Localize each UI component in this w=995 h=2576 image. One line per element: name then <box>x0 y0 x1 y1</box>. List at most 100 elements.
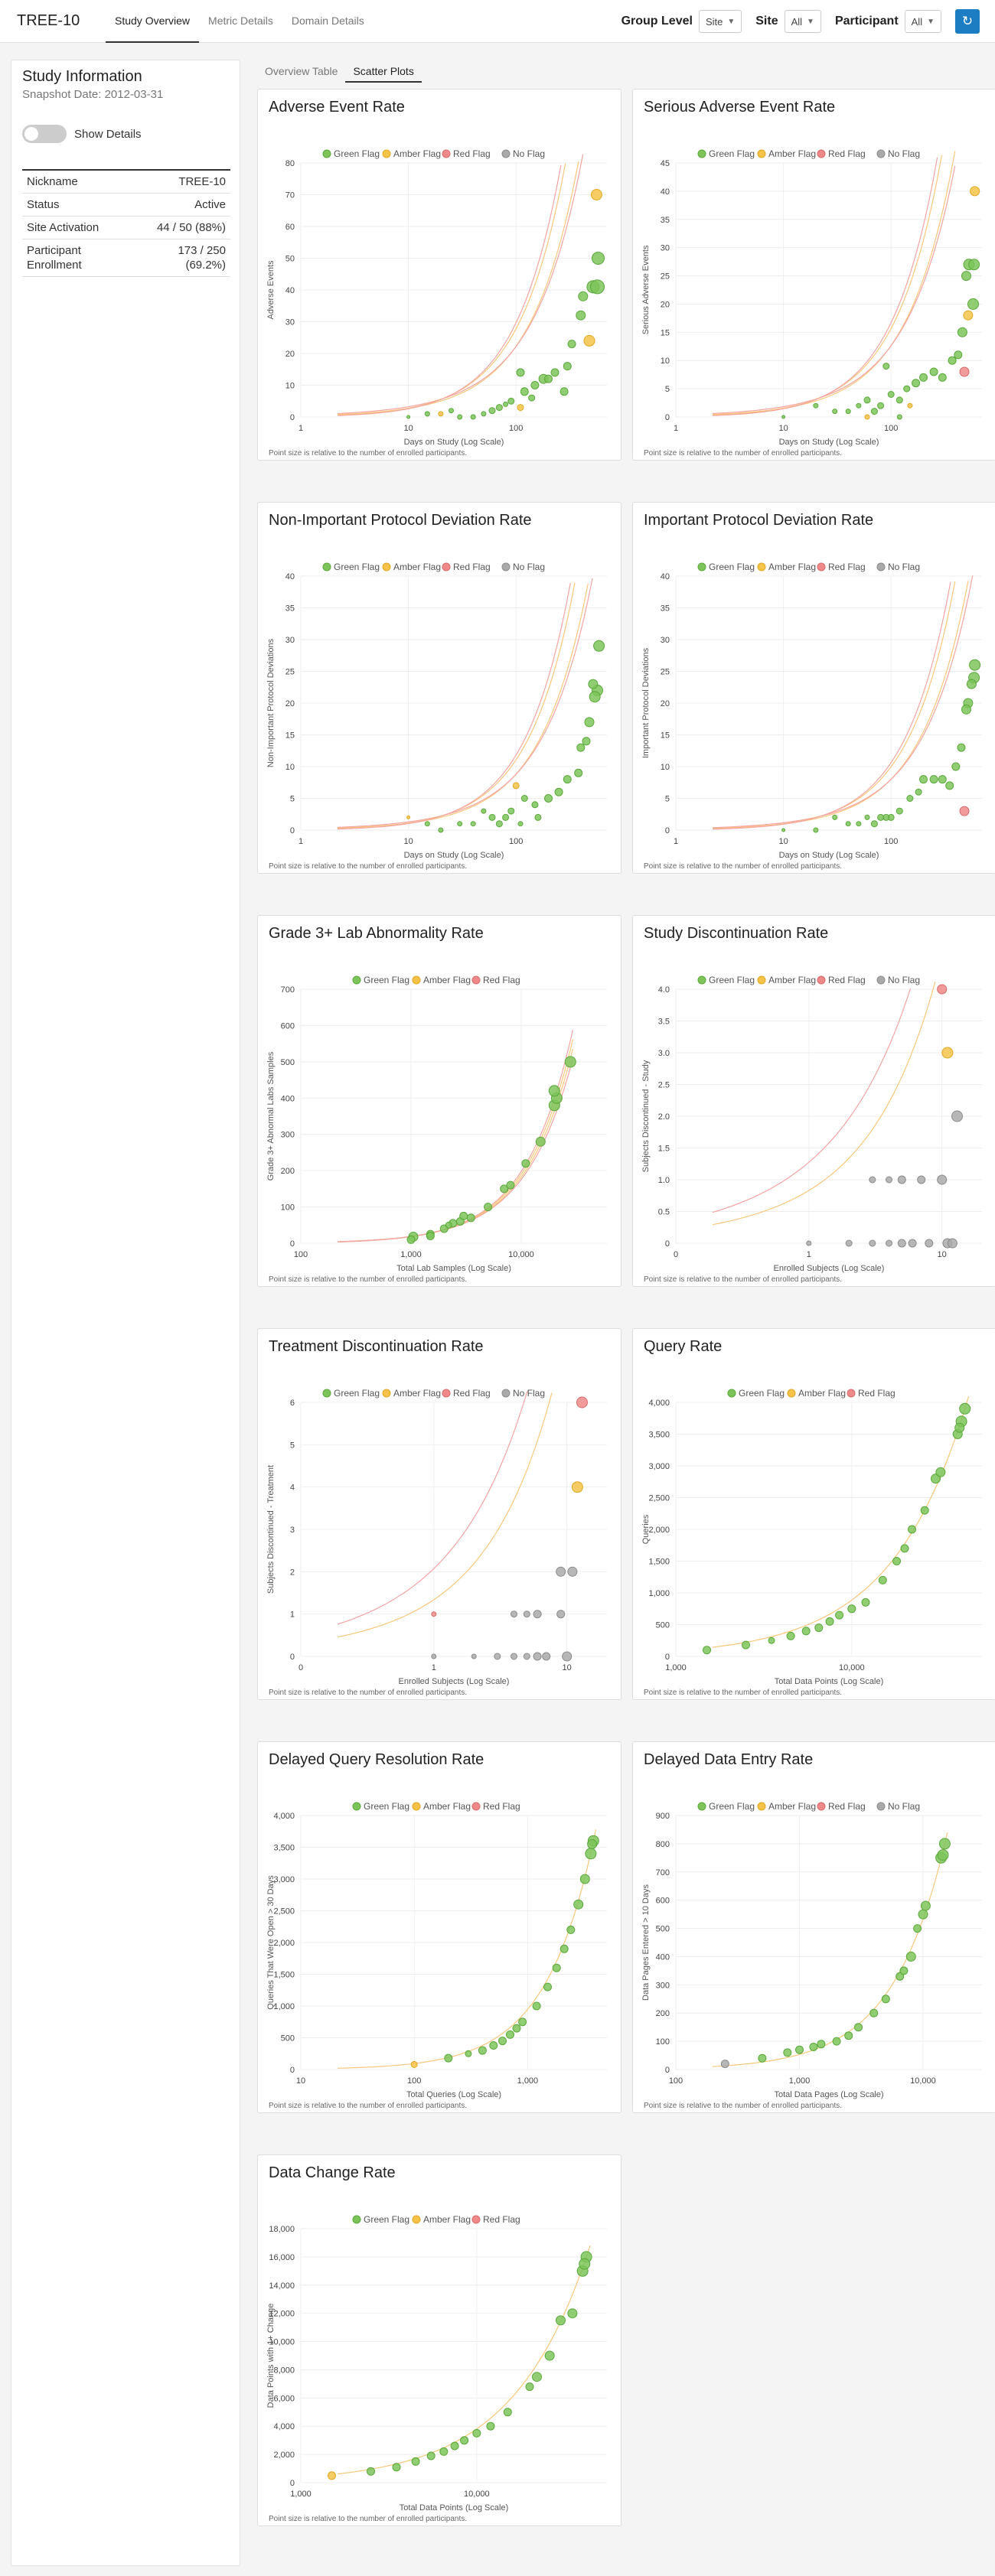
scatter-point[interactable] <box>825 1617 834 1626</box>
scatter-point[interactable] <box>542 1652 551 1661</box>
legend-item-amber[interactable]: Amber Flag <box>412 1801 471 1812</box>
scatter-point[interactable] <box>590 189 602 200</box>
scatter-point[interactable] <box>563 775 572 784</box>
scatter-point[interactable] <box>882 363 890 370</box>
scatter-point[interactable] <box>517 821 524 827</box>
scatter-point[interactable] <box>925 1239 934 1248</box>
scatter-point[interactable] <box>559 1944 569 1953</box>
scatter-point[interactable] <box>895 1972 905 1981</box>
scatter-point[interactable] <box>845 1239 853 1247</box>
scatter-point[interactable] <box>959 1402 971 1415</box>
scatter-point[interactable] <box>556 1566 566 1577</box>
scatter-point[interactable] <box>460 2436 469 2445</box>
scatter-point[interactable] <box>951 1110 963 1122</box>
scatter-point[interactable] <box>720 2060 729 2069</box>
scatter-point[interactable] <box>906 795 914 802</box>
scatter-point[interactable] <box>518 2017 527 2027</box>
scatter-point[interactable] <box>494 1653 501 1660</box>
scatter-point[interactable] <box>520 795 528 802</box>
scatter-point[interactable] <box>516 368 525 377</box>
legend-item-green[interactable]: Green Flag <box>697 148 755 159</box>
scatter-point[interactable] <box>900 1544 909 1553</box>
scatter-point[interactable] <box>908 1239 917 1248</box>
scatter-point[interactable] <box>899 1966 909 1975</box>
scatter-point[interactable] <box>471 1653 477 1659</box>
scatter-point[interactable] <box>466 1213 475 1223</box>
toggle-switch[interactable] <box>22 125 67 143</box>
scatter-point[interactable] <box>424 411 430 417</box>
refresh-button[interactable]: ↻ <box>955 9 980 34</box>
legend-item-green[interactable]: Green Flag <box>322 148 380 159</box>
legend-item-green[interactable]: Green Flag <box>322 562 380 572</box>
scatter-point[interactable] <box>948 356 957 365</box>
scatter-point[interactable] <box>937 1849 949 1861</box>
scatter-point[interactable] <box>517 404 524 412</box>
scatter-point[interactable] <box>556 2315 566 2326</box>
scatter-point[interactable] <box>459 1211 468 1220</box>
legend-item-none[interactable]: No Flag <box>501 562 545 572</box>
scatter-point[interactable] <box>947 1238 957 1249</box>
legend-item-none[interactable]: No Flag <box>876 562 920 572</box>
scatter-point[interactable] <box>495 820 503 828</box>
scatter-point[interactable] <box>488 407 496 415</box>
scatter-point[interactable] <box>864 414 870 420</box>
scatter-point[interactable] <box>968 259 980 271</box>
scatter-point[interactable] <box>470 821 476 827</box>
legend-item-none[interactable]: No Flag <box>876 975 920 985</box>
scatter-point[interactable] <box>507 807 515 815</box>
scatter-point[interactable] <box>869 1239 876 1247</box>
scatter-point[interactable] <box>534 813 542 821</box>
scatter-point[interactable] <box>864 814 870 820</box>
scatter-point[interactable] <box>854 2023 863 2032</box>
scatter-point[interactable] <box>484 1203 493 1212</box>
scatter-point[interactable] <box>913 1924 922 1933</box>
scatter-point[interactable] <box>897 1175 906 1184</box>
scatter-point[interactable] <box>470 414 476 420</box>
scatter-point[interactable] <box>530 381 540 389</box>
scatter-point[interactable] <box>424 821 430 827</box>
scatter-point[interactable] <box>937 984 948 995</box>
scatter-point[interactable] <box>528 394 536 402</box>
scatter-point[interactable] <box>835 1610 844 1620</box>
legend-item-amber[interactable]: Amber Flag <box>757 148 816 159</box>
scatter-point[interactable] <box>954 350 963 360</box>
scatter-point[interactable] <box>887 391 895 398</box>
scatter-point[interactable] <box>877 402 885 409</box>
scatter-point[interactable] <box>576 310 586 321</box>
scatter-point[interactable] <box>588 679 599 689</box>
legend-item-green[interactable]: Green Flag <box>352 1801 409 1812</box>
scatter-point[interactable] <box>500 1184 509 1194</box>
scatter-point[interactable] <box>465 2050 472 2057</box>
scatter-point[interactable] <box>845 409 851 415</box>
scatter-point[interactable] <box>957 743 966 752</box>
scatter-point[interactable] <box>507 397 515 405</box>
scatter-point[interactable] <box>506 1181 515 1190</box>
scatter-point[interactable] <box>817 2040 826 2049</box>
scatter-point[interactable] <box>431 1653 437 1659</box>
tab-metric-details[interactable]: Metric Details <box>208 15 273 27</box>
legend-item-red[interactable]: Red Flag <box>471 975 520 985</box>
scatter-point[interactable] <box>908 1525 916 1534</box>
scatter-point[interactable] <box>573 1899 584 1910</box>
scatter-point[interactable] <box>929 367 938 376</box>
scatter-point[interactable] <box>512 782 520 790</box>
scatter-point[interactable] <box>742 1640 750 1649</box>
scatter-point[interactable] <box>813 402 819 409</box>
scatter-point[interactable] <box>406 415 411 419</box>
scatter-point[interactable] <box>550 368 559 377</box>
scatter-point[interactable] <box>945 781 954 790</box>
scatter-point[interactable] <box>585 1848 597 1860</box>
scatter-point[interactable] <box>503 401 509 407</box>
scatter-point[interactable] <box>439 2447 449 2456</box>
tab-overview-table[interactable]: Overview Table <box>265 65 338 77</box>
scatter-point[interactable] <box>959 366 970 377</box>
scatter-point[interactable] <box>813 827 819 833</box>
scatter-point[interactable] <box>502 813 510 821</box>
scatter-point[interactable] <box>957 327 967 337</box>
scatter-point[interactable] <box>583 334 595 347</box>
scatter-point[interactable] <box>532 2372 542 2382</box>
scatter-point[interactable] <box>478 2046 487 2055</box>
scatter-point[interactable] <box>521 1159 530 1168</box>
scatter-point[interactable] <box>431 1611 437 1617</box>
scatter-point[interactable] <box>937 1174 948 1185</box>
